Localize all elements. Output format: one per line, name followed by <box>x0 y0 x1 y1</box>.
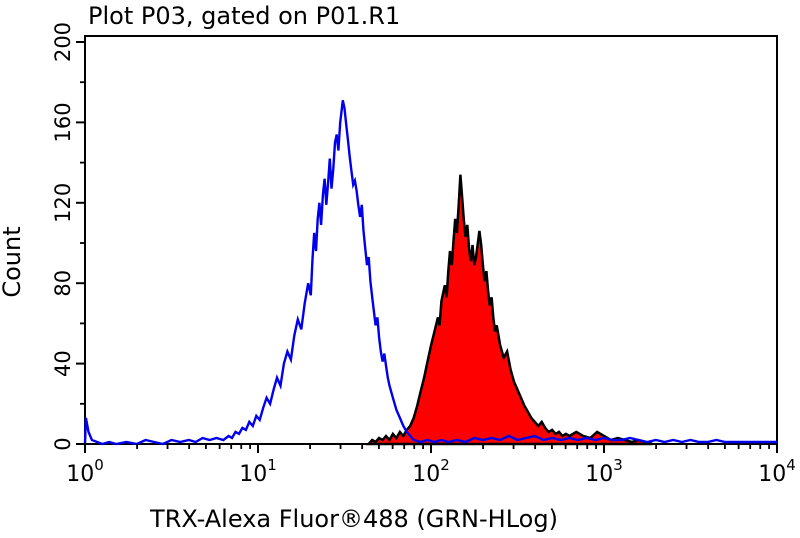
plot-area: 0 40 80 120 160 200 100 101 102 103 104 <box>51 22 796 487</box>
y-tick-label: 200 <box>51 22 75 62</box>
y-tick-label: 40 <box>51 350 75 377</box>
x-tick-label: 102 <box>412 456 450 487</box>
y-tick-label: 120 <box>51 183 75 223</box>
x-tick-label: 100 <box>66 456 104 487</box>
x-axis-title: TRX-Alexa Fluor®488 (GRN-HLog) <box>149 505 558 533</box>
open-blue-histogram <box>83 100 777 446</box>
y-tick-label: 80 <box>51 270 75 297</box>
y-tick-label: 160 <box>51 102 75 142</box>
x-tick-label: 101 <box>239 456 277 487</box>
filled-red-histogram <box>365 174 653 446</box>
plot-title: Plot P03, gated on P01.R1 <box>88 2 400 30</box>
y-tick-label: 0 <box>51 437 75 450</box>
y-axis-title: Count <box>0 226 26 297</box>
x-tick-label: 103 <box>585 456 623 487</box>
x-tick-label: 104 <box>758 456 796 487</box>
